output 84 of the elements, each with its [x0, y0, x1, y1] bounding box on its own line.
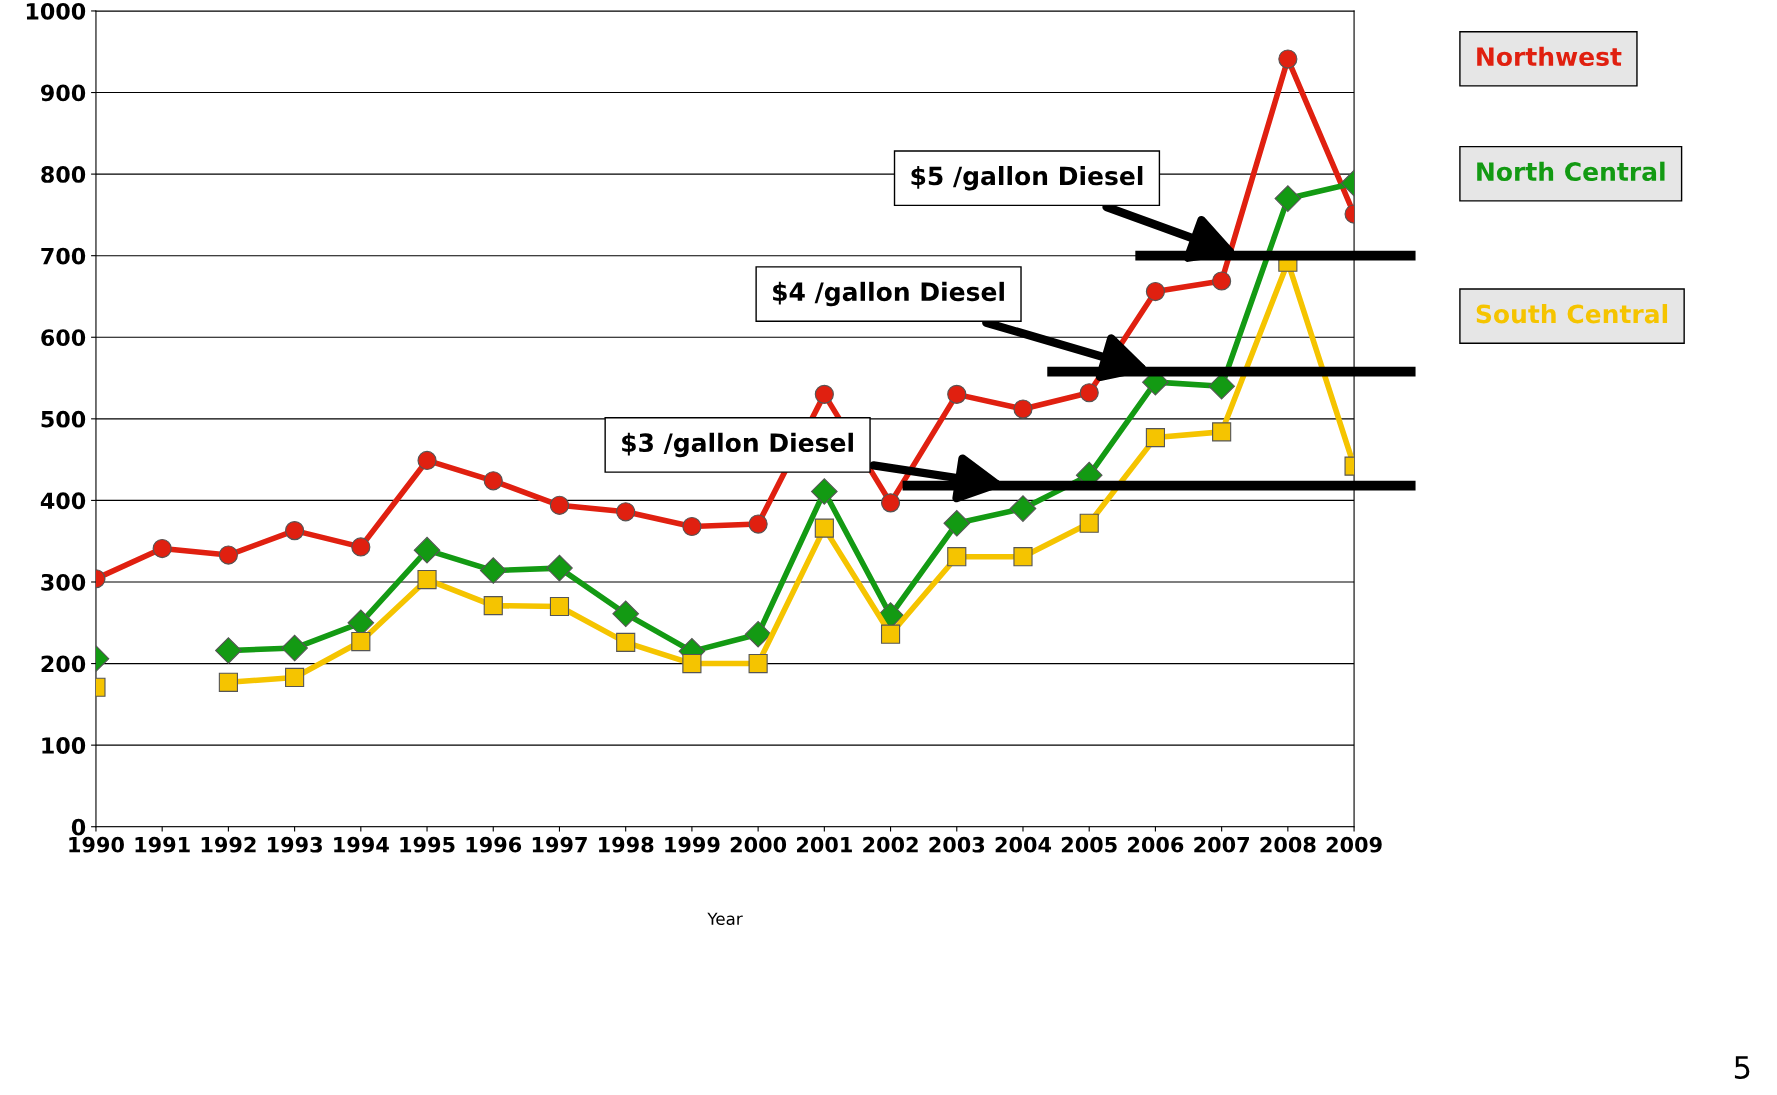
x-tick-label: 1997 — [532, 836, 587, 853]
point — [880, 624, 901, 644]
point — [811, 478, 838, 505]
x-tick-label: 2001 — [797, 836, 852, 853]
point — [616, 502, 636, 522]
point — [549, 495, 570, 515]
point — [744, 620, 772, 648]
point — [483, 596, 503, 616]
text: 5 — [1734, 1056, 1750, 1080]
y-tick-label: 100 — [42, 737, 86, 754]
y-tick-label: 500 — [41, 410, 86, 428]
y-tick-label: 300 — [41, 573, 86, 591]
y-tick-label: 200 — [41, 655, 86, 673]
ref-line-label: $3 /gallon Diesel — [622, 432, 853, 458]
text: South Central — [1476, 304, 1668, 324]
point — [1009, 495, 1037, 522]
point — [549, 596, 570, 617]
point — [1278, 49, 1298, 69]
point — [351, 631, 371, 652]
x-tick-label: 2000 — [730, 836, 787, 853]
point — [1145, 281, 1166, 302]
point — [417, 569, 437, 590]
x-tick-label: 2007 — [1194, 836, 1249, 853]
x-tick-label: 2006 — [1128, 836, 1184, 853]
x-tick-label: 1996 — [466, 836, 522, 853]
x-tick-label: 1994 — [334, 836, 389, 853]
y-tick-label: 700 — [41, 247, 86, 265]
point — [218, 672, 238, 692]
point — [413, 536, 441, 564]
x-tick-label: 2002 — [863, 836, 918, 853]
text: North Central — [1477, 161, 1665, 182]
x-tick-label: 1998 — [599, 836, 654, 853]
point — [1212, 422, 1232, 442]
x-tick-label: 1993 — [267, 836, 322, 853]
point — [1013, 547, 1033, 567]
point — [616, 632, 636, 652]
point — [285, 667, 305, 688]
point — [483, 471, 503, 491]
y-tick-label: 600 — [41, 329, 86, 347]
ref-line-label: $4 /gallon Diesel — [773, 281, 1004, 307]
x-tick-label: 2004 — [995, 836, 1052, 853]
point — [417, 450, 437, 471]
point — [748, 653, 768, 674]
y-tick-label: 400 — [40, 492, 86, 510]
point — [218, 545, 238, 565]
point — [1145, 428, 1166, 448]
point — [1274, 185, 1302, 212]
y-tick-label: 1000 — [26, 2, 86, 20]
point — [215, 637, 242, 664]
x-tick-label: 2008 — [1260, 836, 1316, 853]
point — [1079, 383, 1099, 403]
x-tick-label: 1990 — [69, 836, 124, 853]
ref-line-label: $5 /gallon Diesel — [911, 165, 1143, 191]
x-axis-title: Year — [707, 912, 743, 926]
point — [1079, 513, 1099, 533]
point — [285, 521, 305, 541]
point — [814, 518, 834, 538]
point — [682, 516, 702, 537]
point — [479, 557, 507, 584]
point — [947, 547, 967, 567]
point — [682, 653, 702, 674]
y-tick-label: 800 — [41, 166, 86, 183]
point — [612, 600, 640, 628]
x-tick-label: 1992 — [201, 836, 256, 853]
text: Northwest — [1477, 46, 1622, 67]
x-tick-label: 2005 — [1061, 836, 1117, 853]
y-tick-label: 900 — [41, 84, 86, 102]
x-tick-label: 2003 — [929, 836, 985, 853]
point — [880, 493, 901, 513]
y-tick-label: 0 — [71, 818, 86, 836]
point — [1013, 399, 1033, 419]
x-tick-label: 2009 — [1326, 836, 1382, 853]
point — [1212, 271, 1232, 291]
point — [748, 514, 768, 534]
point — [814, 384, 834, 404]
x-tick-label: 1995 — [400, 836, 455, 853]
point — [546, 554, 573, 582]
point — [281, 634, 308, 662]
point — [152, 538, 172, 559]
point — [351, 537, 371, 557]
point — [947, 384, 967, 404]
point — [943, 509, 971, 537]
x-tick-label: 1991 — [135, 836, 190, 853]
x-tick-label: 1999 — [665, 836, 720, 853]
